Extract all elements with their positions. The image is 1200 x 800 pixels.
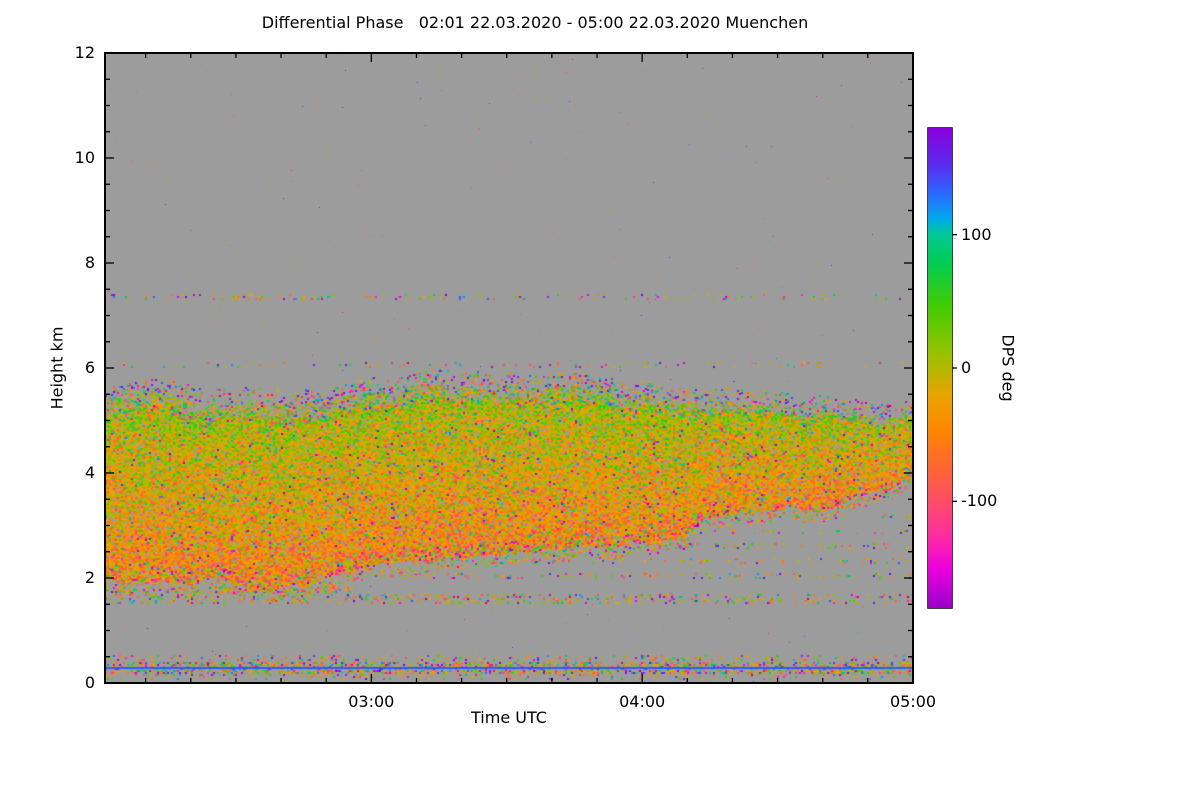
y-tick-label: 2 [84,568,95,587]
colorbar-tick-label: -100 [961,491,998,511]
y-tick-label: 10 [74,148,95,167]
colorbar-tick-label: 0 [961,358,972,377]
colorbar-gradient [928,128,952,608]
y-tick-label: 8 [84,253,95,272]
y-tick-label: 4 [84,463,95,482]
colorbar-tick-label: 100 [961,224,992,244]
x-tick-label: 04:00 [619,692,666,711]
x-tick-label: 05:00 [889,692,937,711]
y-tick-label: 12 [74,43,95,62]
chart-title: Differential Phase 02:01 22.03.2020 - 05… [261,13,809,32]
y-tick-label: 0 [84,673,95,692]
heatmap-canvas [105,53,913,683]
y-tick-label: 6 [84,358,95,377]
x-tick-label: 03:00 [348,692,395,711]
x-axis-title: Time UTC [471,708,547,727]
